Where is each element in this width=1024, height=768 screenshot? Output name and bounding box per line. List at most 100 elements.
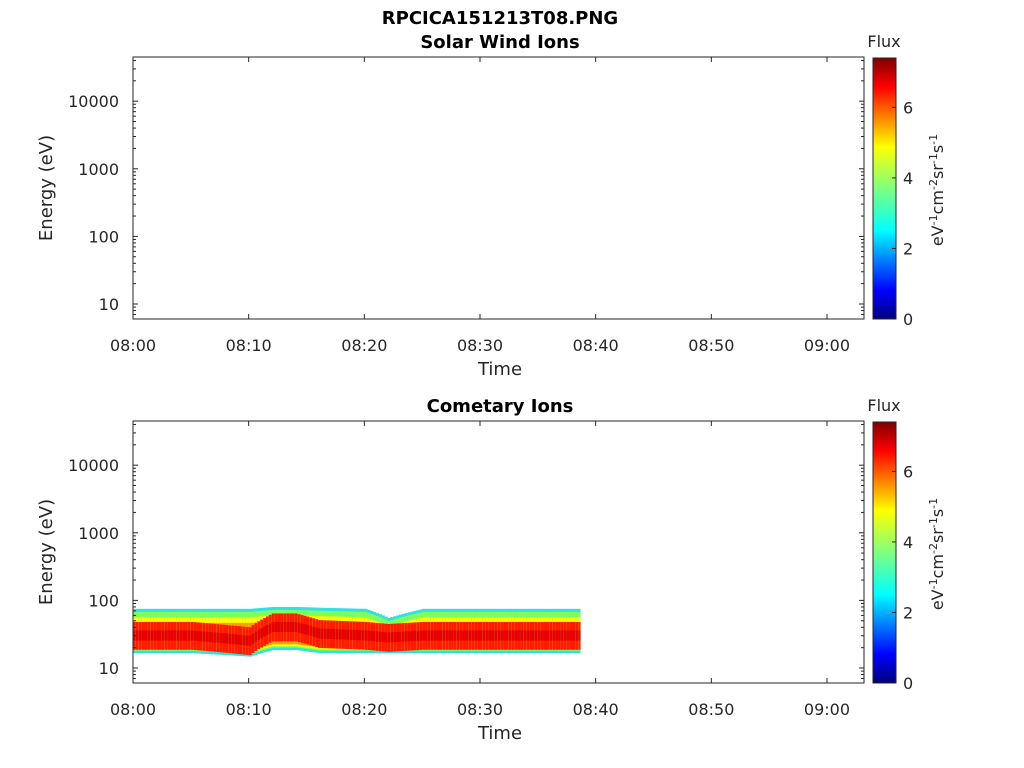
heatmap-cell [219, 632, 223, 644]
y-axis-label: Energy (eV) [36, 499, 57, 605]
heatmap-cell [349, 629, 354, 640]
heatmap-cell [508, 630, 513, 641]
heatmap-cell [459, 630, 463, 641]
heatmap-cell [578, 630, 581, 641]
heatmap-cell [540, 630, 544, 641]
heatmap-cell [358, 630, 362, 641]
colorbar-tick-label: 4 [903, 533, 913, 552]
heatmap-cell [410, 631, 414, 642]
heatmap-cell [231, 634, 235, 645]
heatmap-cell [239, 634, 244, 645]
heatmap-cell [251, 633, 255, 644]
y-tick-label: 100 [88, 227, 119, 246]
heatmap-cell [448, 630, 452, 641]
heatmap-cell [344, 629, 348, 640]
x-ticks: 08:00 08:10 08:20 08:30 08:40 08:50 09:00 [110, 57, 850, 355]
heatmap-cell [292, 621, 296, 633]
heatmap-cell [364, 630, 368, 641]
heatmap-cell [407, 631, 411, 642]
colorbar-tick-label: 6 [903, 98, 913, 117]
heatmap-cell [442, 630, 446, 641]
heatmap-cell [208, 631, 212, 643]
heatmap-cell [575, 630, 579, 641]
colorbar: Flux 0 2 4 6 eV-1cm-2sr-1s-1 [867, 32, 947, 329]
heatmap-cell [384, 632, 388, 643]
heatmap-cell [563, 630, 568, 641]
heatmap-cell [506, 630, 510, 641]
x-tick-label: 08:20 [341, 336, 387, 355]
heatmap-cell [468, 630, 472, 641]
heatmap-cell [257, 629, 261, 640]
panel-cometary-ions: Cometary Ions 08:00 08:10 08:20 08:30 08:40 0… [36, 396, 947, 744]
heatmap-cell [196, 630, 200, 642]
heatmap-cell [532, 630, 536, 641]
y-tick-label: 10 [99, 659, 119, 678]
colorbar-gradient [872, 421, 897, 684]
heatmap-cell [303, 624, 307, 635]
y-tick-label: 10000 [68, 456, 119, 475]
heatmap-cell [318, 628, 322, 639]
heatmap-cell [373, 631, 377, 642]
heatmap-cell [150, 630, 154, 641]
heatmap-cell [280, 621, 284, 633]
colorbar: Flux 0 2 4 6 eV-1cm-2sr-1s-1 [867, 396, 947, 693]
heatmap-cell [202, 631, 206, 642]
heatmap-cell [404, 631, 409, 642]
heatmap-cell [266, 624, 270, 635]
heatmap-cell [268, 623, 273, 634]
x-tick-label: 08:10 [226, 700, 272, 719]
heatmap-cell [451, 630, 455, 641]
colorbar-tick-label: 6 [903, 462, 913, 481]
heatmap-area [133, 606, 581, 657]
heatmap-cell [323, 628, 328, 639]
heatmap-cell [352, 629, 356, 641]
heatmap-cell [497, 630, 501, 641]
x-tick-label: 08:00 [110, 700, 156, 719]
heatmap-cell [523, 630, 527, 641]
heatmap-cell [306, 625, 310, 636]
heatmap-cell [167, 630, 171, 641]
heatmap-cell [153, 630, 157, 641]
heatmap-cell [367, 630, 371, 641]
heatmap-cell [164, 630, 168, 641]
y-tick-label: 10000 [68, 92, 119, 111]
x-tick-label: 08:20 [341, 700, 387, 719]
heatmap-cell [427, 630, 432, 641]
heatmap-cell [320, 628, 325, 639]
heatmap-cell [534, 630, 539, 641]
x-tick-label: 08:40 [573, 700, 619, 719]
heatmap-cell [436, 630, 440, 641]
heatmap-cell [511, 630, 515, 641]
heatmap-cell [517, 630, 521, 641]
heatmap-cell [159, 630, 163, 641]
heatmap-cell [419, 630, 423, 641]
heatmap-cell [482, 630, 487, 641]
heatmap-cell [445, 630, 449, 641]
x-tick-label: 08:50 [688, 336, 734, 355]
colorbar-ticks: 0 2 4 6 [892, 462, 913, 693]
heatmap-cell [237, 634, 241, 645]
heatmap-cell [283, 621, 287, 633]
heatmap-cell [370, 630, 374, 642]
colorbar-tick-label: 4 [903, 169, 913, 188]
heatmap-cell [228, 633, 232, 644]
heatmap-cell [147, 630, 151, 641]
colorbar-tick-label: 2 [903, 239, 913, 258]
heatmap-cell [329, 628, 333, 640]
heatmap-cell [474, 630, 478, 641]
plot-frame [132, 420, 865, 684]
heatmap-cell [355, 630, 359, 641]
panel-title: Solar Wind Ions [420, 32, 579, 53]
heatmap-cell [254, 631, 258, 642]
heatmap-cell [485, 630, 489, 641]
colorbar-tick-label: 0 [903, 310, 913, 329]
x-tick-label: 09:00 [804, 336, 850, 355]
y-tick-label: 100 [88, 591, 119, 610]
heatmap-cell [138, 630, 142, 641]
heatmap-cell [456, 630, 461, 641]
heatmap-cell [205, 631, 209, 642]
heatmap-cell [375, 631, 380, 642]
heatmap-cell [529, 630, 533, 641]
heatmap-cell [537, 630, 542, 641]
heatmap-cell [185, 630, 189, 641]
